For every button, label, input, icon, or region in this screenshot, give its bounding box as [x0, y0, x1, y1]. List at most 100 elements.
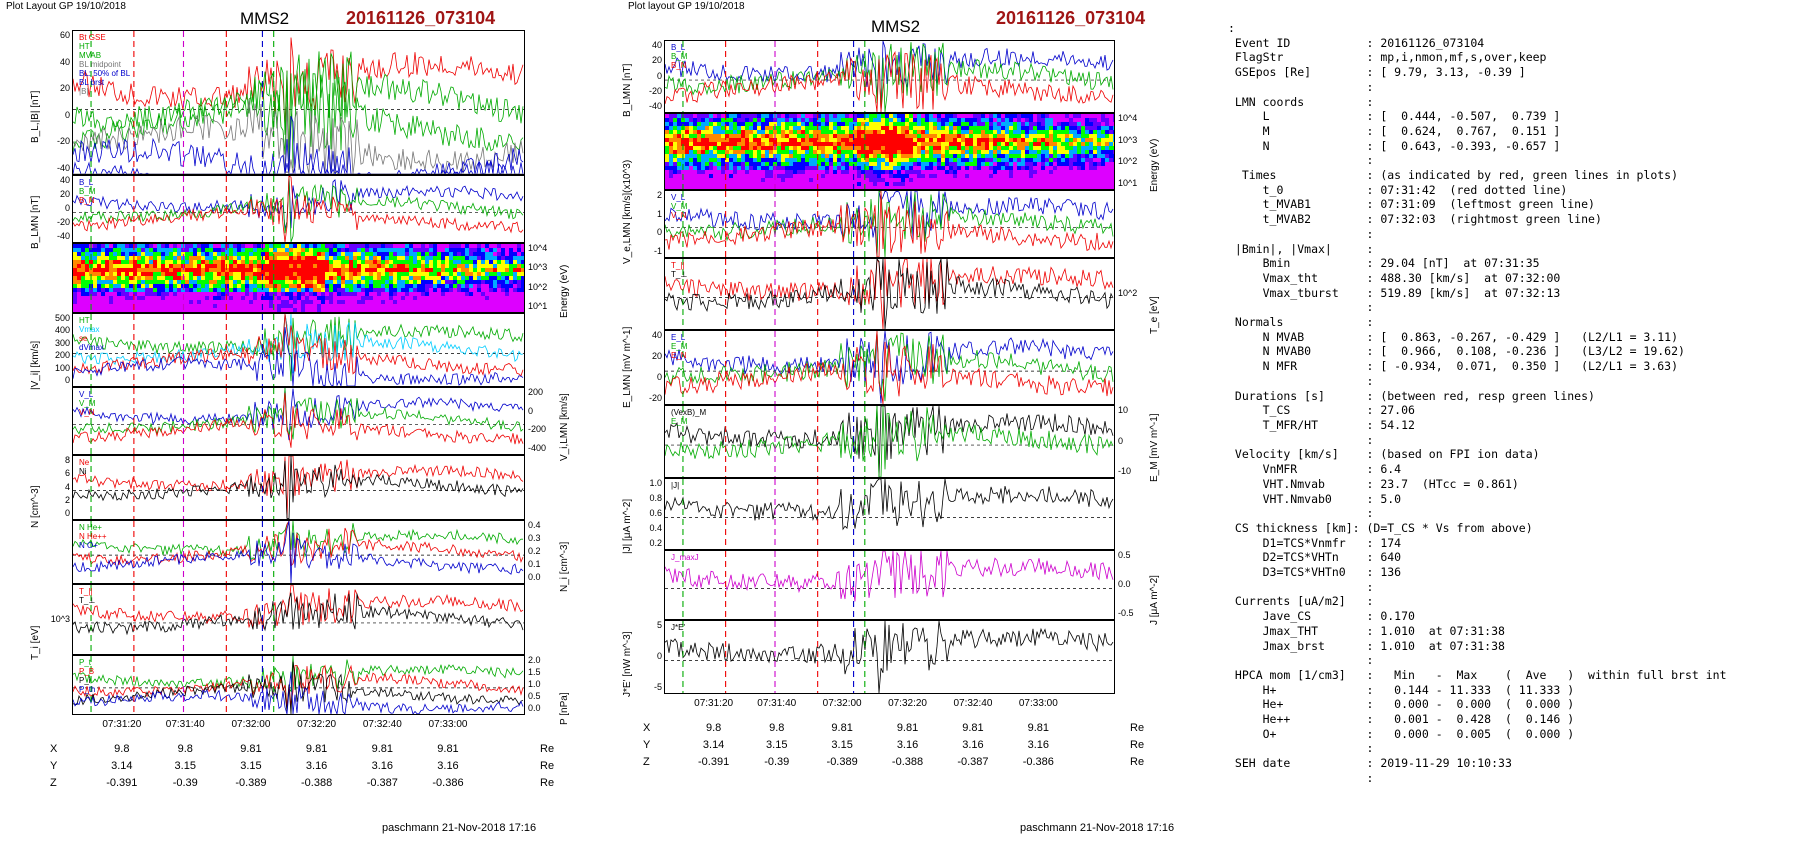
legend-entry: V_L [79, 390, 94, 399]
legend-entry: T_⊥ [671, 270, 688, 279]
summary-line: HPCA mom [1/cm3] : Min - Max ( Ave ) wit… [1228, 667, 1727, 682]
y-tick-label: -40 [56, 163, 70, 173]
trace-j-e- [665, 621, 1114, 693]
y-tick-label: 0 [64, 109, 70, 120]
summary-line: : [1228, 300, 1374, 315]
y-tick-label: 1.0 [649, 478, 662, 488]
left-event-id: 20161126_073104 [346, 8, 496, 28]
coord-value: 3.16 [896, 739, 919, 751]
summary-line: : [1228, 432, 1374, 447]
left-footer: paschmann 21-Nov-2018 17:16 [382, 822, 537, 834]
coord-value: 9.81 [305, 743, 328, 755]
summary-line: N MVAB : [ 0.863, -0.267, -0.429 ] (L2/L… [1228, 329, 1679, 344]
y-tick-label-right: 200 [528, 387, 544, 397]
panel-ylabel: B_L,|B| [nT] [30, 90, 41, 143]
y-tick-label: 300 [54, 337, 70, 348]
coord-value: 9.8 [177, 743, 193, 755]
trace-bl-50-of-bl [73, 137, 524, 174]
panel-ylabel: N [cm^-3] [30, 485, 41, 528]
y-tick-label: 0 [64, 375, 70, 385]
trace-p-t [73, 656, 524, 707]
panel-ylabel: |V_i| [km/s] [30, 340, 41, 390]
y-tick-label: 500 [54, 313, 70, 323]
panel-ylabel: Energy (eV) [559, 264, 570, 318]
legend-entry: E_L [671, 333, 686, 342]
x-tick-label: 07:31:20 [102, 719, 142, 730]
trace-se [73, 314, 524, 377]
mid-panel-1: B_L B_M B_N [664, 40, 1115, 113]
energy-spectrogram [73, 244, 524, 312]
trace-ht [73, 51, 524, 169]
coord-unit: Re [540, 743, 555, 755]
summary-line: FlagStr : mp,i,nmon,mf,s,over,keep [1228, 50, 1547, 65]
legend-entry: P_i [79, 676, 91, 685]
summary-line: : [1228, 579, 1374, 594]
panel-ylabel: E_LMN [mV m^-1] [622, 326, 633, 408]
legend-entry: B_N [79, 196, 95, 205]
trace-t- [73, 585, 524, 629]
trace-b-l [665, 41, 1114, 112]
coord-value: 3.15 [240, 760, 262, 772]
y-tick-label-right: 1.5 [528, 667, 541, 677]
left-panel-9: P_t P_B P_i P_th [72, 655, 525, 715]
coord-value: 3.16 [371, 760, 393, 772]
y-tick-label-right: 10 [1118, 405, 1129, 415]
summary-line: Vmax_tht : 488.30 [km/s] at 07:32:00 [1228, 270, 1561, 285]
summary-line: VnMFR : 6.4 [1228, 462, 1402, 477]
trace-bl-midpoint [73, 99, 524, 174]
x-tick-label: 07:32:20 [297, 719, 337, 730]
y-tick-label: 20 [59, 83, 70, 94]
y-tick-label: 20 [651, 351, 662, 361]
summary-line: t_MVAB2 : 07:32:03 (rightmost green line… [1228, 212, 1602, 227]
summary-line: D2=TCS*VHTn : 640 [1228, 550, 1402, 565]
legend-entry: Vmax [79, 325, 100, 334]
legend-entry: N He++ [79, 532, 107, 541]
y-tick-label: 0.8 [649, 493, 662, 503]
y-tick-label-right: 10^1 [1118, 178, 1138, 188]
summary-line: Jave_CS : 0.170 [1228, 609, 1415, 624]
coord-value: -0.389 [235, 777, 267, 789]
y-tick-label: 0 [656, 70, 662, 81]
summary-line: T_CS : 27.06 [1228, 403, 1415, 418]
y-tick-label: 20 [651, 55, 662, 66]
coord-value: 3.16 [962, 739, 984, 751]
x-tick-label: 07:33:00 [1018, 698, 1058, 709]
trace--j- [665, 479, 1114, 531]
summary-line: Jmax_brst : 1.010 at 07:31:38 [1228, 638, 1505, 653]
trace-t- [73, 592, 524, 636]
y-tick-label: -20 [56, 217, 70, 227]
y-tick-label: 0.2 [649, 538, 662, 548]
legend-entry: |J| [671, 481, 680, 490]
trace-j-maxj [665, 551, 1114, 602]
y-tick-label-right: -10 [1118, 466, 1132, 476]
event-summary-text: : Event ID : 20161126_073104 FlagStr : m… [1228, 21, 1727, 786]
y-tick-label-right: 0.1 [528, 559, 541, 569]
panel-legend: HT Vmax se dVmax [79, 316, 104, 352]
panel-ylabel: J [μA m^-2] [1149, 575, 1160, 625]
coord-unit: Re [540, 760, 555, 772]
summary-line: : [1228, 653, 1374, 668]
panel-legend: B_L B_M B_N [79, 178, 95, 205]
summary-line: Normals : [1228, 315, 1374, 330]
coord-unit: Re [1130, 756, 1145, 768]
y-tick-label-right: 0.0 [528, 572, 541, 582]
summary-line: D3=TCS*VHTn0 : 136 [1228, 565, 1402, 580]
x-tick-label: 07:31:20 [694, 698, 734, 709]
summary-line: : [1228, 506, 1374, 521]
left-layout-header: Plot Layout GP 19/10/2018 [6, 1, 126, 12]
legend-entry: J_maxJ [671, 553, 699, 562]
coord-value: 9.81 [371, 743, 393, 755]
left-panel-7: N He+ N He++ N O+ [72, 520, 525, 584]
panel-ylabel: T_i [eV] [30, 625, 41, 660]
summary-line: |Bmin|, |Vmax| : [1228, 241, 1374, 256]
coord-value: -0.389 [826, 756, 858, 768]
trace-b-n [73, 176, 524, 242]
legend-entry: T_⊥ [79, 596, 96, 605]
legend-entry: V_M [671, 202, 688, 211]
x-tick-label: 07:32:40 [362, 719, 402, 730]
y-tick-label-right: 10^3 [1118, 134, 1138, 145]
y-tick-label-right: 10^2 [1118, 156, 1138, 167]
coord-value: 9.81 [896, 722, 919, 734]
summary-line: SEH date : 2019-11-29 10:10:33 [1228, 756, 1512, 771]
panel-legend: T_|| T_⊥ [671, 261, 687, 279]
